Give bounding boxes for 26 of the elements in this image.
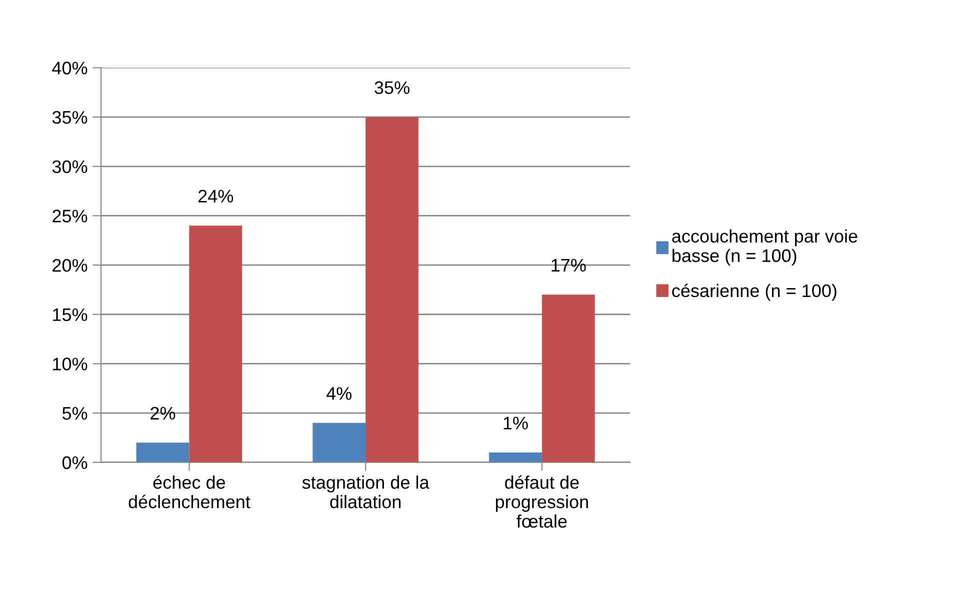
bar (489, 452, 542, 462)
bar (189, 226, 242, 462)
y-tick-label: 40% (52, 62, 88, 74)
y-tick-label: 10% (53, 358, 88, 370)
data-label: 17% (552, 258, 586, 272)
y-tick-label: 5% (62, 407, 88, 420)
y-tick-label: 20% (52, 258, 88, 272)
x-tick-label: défaut de progression fœtale (496, 475, 588, 528)
x-tick-label: stagnation de la dilatation (302, 476, 430, 508)
y-tick-label: 15% (53, 308, 88, 322)
data-label: 2% (150, 406, 176, 420)
bar (542, 294, 595, 462)
y-tick-label: 35% (52, 111, 88, 124)
x-tick-label: échec de déclenchement (128, 475, 250, 508)
y-tick-label: 25% (52, 210, 88, 222)
legend-label: césarienne (n = 100) (672, 284, 836, 301)
data-label: 24% (198, 190, 234, 203)
bar (136, 442, 190, 462)
legend-label: accouchement par voie basse (n = 100) (672, 229, 858, 266)
bar (312, 422, 366, 462)
y-tick-label: 0% (62, 456, 88, 470)
bar (366, 117, 418, 462)
data-label: 4% (326, 387, 352, 400)
y-tick-label: 30% (52, 160, 88, 174)
data-label: 35% (374, 81, 410, 94)
data-label: 1% (504, 416, 528, 430)
